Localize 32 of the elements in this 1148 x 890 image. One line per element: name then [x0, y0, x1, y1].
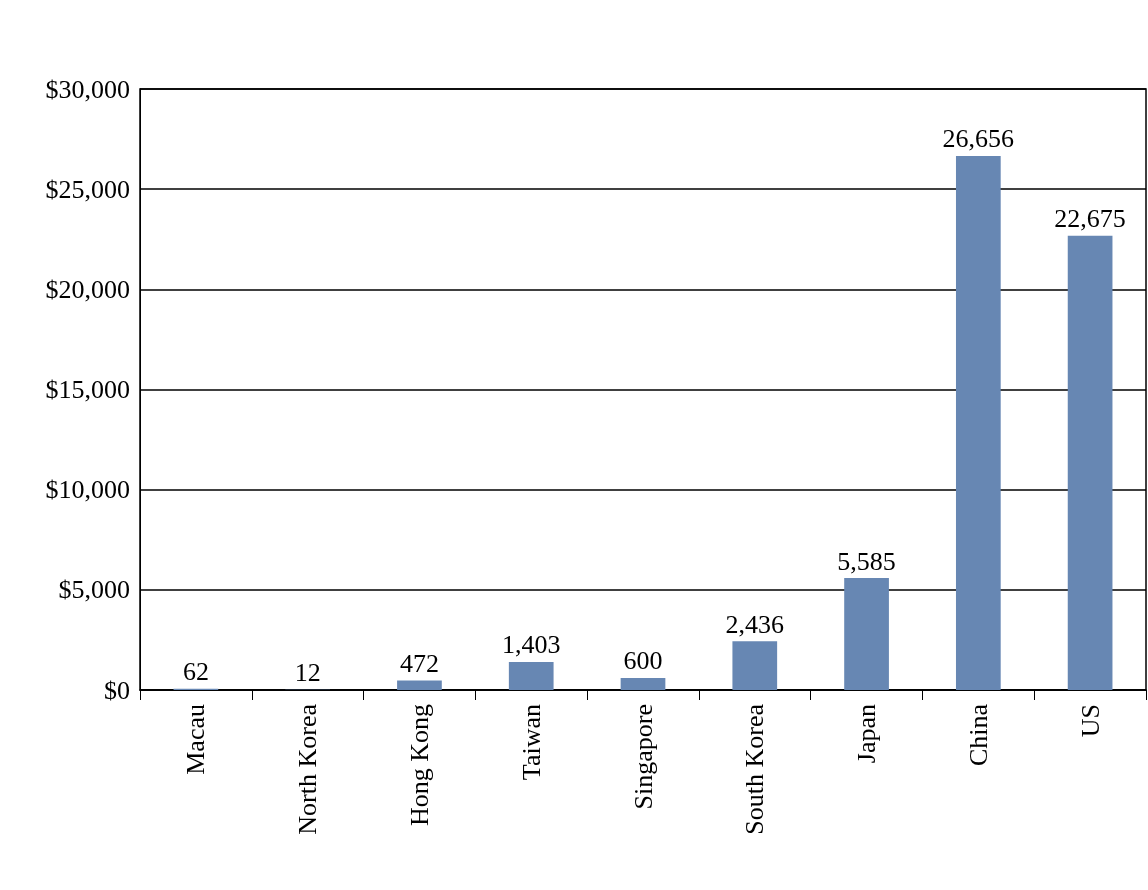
data-label: 2,436 [725, 609, 785, 639]
x-tick-label: Hong Kong [404, 704, 434, 827]
x-tick-label: China [963, 703, 993, 767]
bar [844, 578, 889, 690]
bar [732, 641, 778, 690]
x-tick-label: Singapore [628, 704, 658, 810]
data-label: 472 [399, 649, 439, 679]
bar [397, 680, 442, 690]
y-tick-label: $25,000 [45, 174, 130, 204]
y-tick-label: $0 [104, 675, 130, 705]
x-tick-label: South Korea [740, 703, 770, 835]
y-tick-label: $30,000 [45, 74, 130, 104]
y-tick-label: $15,000 [45, 375, 130, 404]
data-label: 600 [623, 646, 663, 676]
x-tick-label: Taiwan [516, 704, 546, 781]
data-label: 26,656 [942, 124, 1015, 154]
data-label: 1,403 [501, 630, 561, 660]
bar [1067, 235, 1113, 690]
data-label: 22,675 [1054, 204, 1126, 234]
y-tick-label: $5,000 [58, 575, 130, 605]
data-label: 12 [294, 658, 321, 688]
x-tick-label: Macau [181, 704, 211, 775]
bar [620, 677, 666, 690]
x-tick-label: Japan [852, 704, 882, 764]
data-label: 5,585 [837, 546, 896, 576]
y-tick-label: $10,000 [45, 475, 130, 505]
y-tick-label: $20,000 [45, 274, 130, 304]
x-tick-label: US [1075, 704, 1105, 738]
bar [955, 155, 1001, 690]
x-tick-label: North Korea [293, 703, 323, 835]
bar [508, 661, 554, 690]
data-label: 62 [182, 657, 209, 687]
